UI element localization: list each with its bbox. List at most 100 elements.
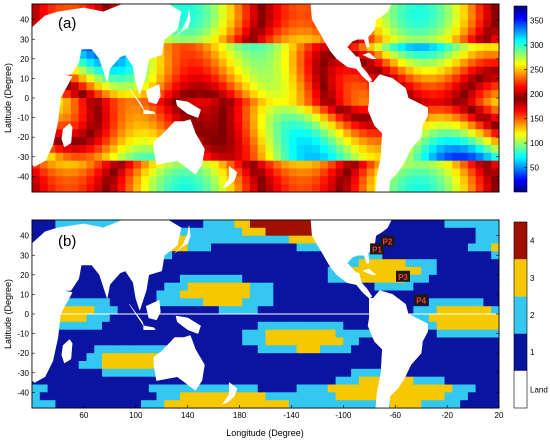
field-cell-b [86,337,95,346]
field-cell-b [242,384,251,393]
field-cell-a [86,82,95,91]
field-cell-a [249,11,259,21]
field-cell-a [351,113,360,123]
field-cell-b [179,329,189,339]
field-cell-a [195,4,204,13]
field-cell-b [78,368,88,378]
field-cell-a [343,145,352,154]
field-cell-a [467,11,477,21]
field-cell-a [86,152,95,162]
field-cell-a [397,43,407,52]
field-cell-a [343,121,352,130]
field-cell-a [281,168,290,177]
field-cell-b [109,376,119,386]
field-cell-a [304,66,313,76]
field-cell-b [351,259,360,268]
field-cell-a [413,176,422,185]
field-cell-b [460,321,469,331]
field-cell-b [351,282,360,292]
field-cell-b [405,376,414,386]
field-cell-b [436,321,446,331]
field-cell-b [343,321,352,331]
field-cell-a [234,74,243,83]
point-marker [380,235,395,247]
field-cell-a [257,168,267,177]
field-cell-b [234,353,243,362]
field-cell-b [405,306,414,315]
field-cell-b [156,298,165,307]
field-cell-a [304,35,313,44]
field-cell-b [257,220,267,229]
field-cell-a [312,98,321,107]
field-cell-a [133,98,142,107]
field-cell-b [452,306,461,315]
field-cell-b [257,282,267,292]
field-cell-a [265,43,274,52]
field-cell-a [195,74,204,83]
x-tick-label: -60 [389,411,401,420]
field-cell-a [366,121,376,130]
field-cell-b [102,337,111,346]
field-cell-a [460,168,469,177]
land-mass [174,9,191,38]
field-cell-b [374,267,383,276]
colorbar-b-segment [514,259,527,297]
field-cell-b [203,400,212,408]
field-cell-b [133,345,142,354]
field-cell-b [327,306,337,315]
field-cell-b [281,290,290,299]
field-cell-b [436,361,446,370]
field-cell-a [351,43,360,52]
field-cell-a [94,66,103,76]
field-cell-b [312,274,321,284]
field-cell-b [218,314,228,323]
field-cell-b [187,267,197,276]
field-cell-a [242,82,251,91]
field-cell-b [249,243,259,252]
field-cell-a [242,184,251,192]
field-cell-b [187,290,197,299]
field-cell-a [491,160,499,170]
field-cell-a [327,51,337,60]
field-cell-a [444,105,453,115]
field-cell-b [242,329,251,339]
field-cell-a [203,51,212,60]
field-cell-a [203,152,212,162]
field-cell-a [343,168,352,177]
field-cell-a [358,43,368,52]
field-cell-a [179,11,189,21]
field-cell-b [273,314,282,323]
field-cell-a [428,152,438,162]
field-cell-a [78,105,88,115]
field-cell-a [242,113,251,123]
field-cell-b [288,259,298,268]
field-cell-b [397,400,407,408]
field-cell-b [444,384,453,393]
field-cell-b [436,329,446,339]
field-cell-a [452,74,461,83]
field-cell-b [460,337,469,346]
field-cell-b [179,227,189,237]
field-cell-a [109,66,119,76]
field-cell-a [148,121,158,130]
field-cell-b [211,267,220,276]
field-cell-a [358,176,368,185]
field-cell-b [218,392,228,401]
field-cell-b [141,400,150,408]
field-cell-a [218,74,228,83]
field-cell-b [133,384,142,393]
field-cell-b [390,290,399,299]
field-cell-b [156,274,165,284]
field-cell-a [436,137,446,146]
field-cell-a [467,113,477,123]
field-cell-a [211,74,220,83]
field-cell-a [156,90,165,99]
field-cell-b [164,290,173,299]
field-cell-a [436,35,446,44]
field-cell-b [405,235,414,245]
field-cell-a [483,74,492,83]
field-cell-b [281,368,290,378]
field-cell-b [257,321,267,331]
field-cell-a [187,27,197,36]
field-cell-a [179,27,189,36]
